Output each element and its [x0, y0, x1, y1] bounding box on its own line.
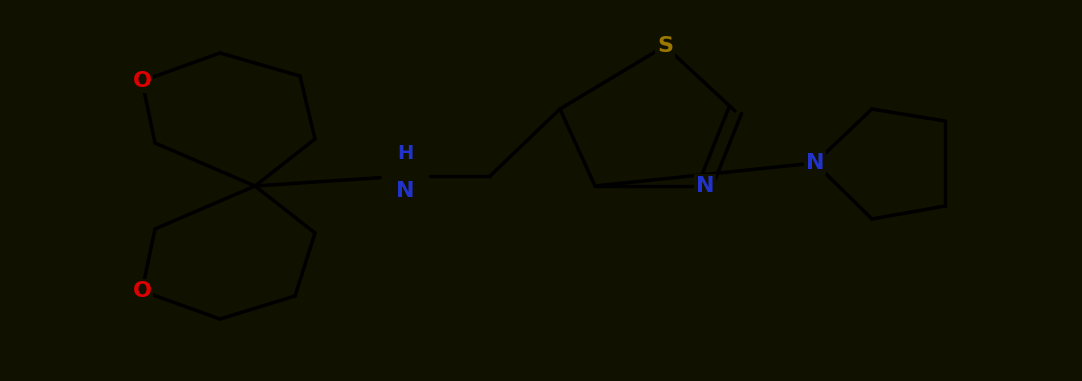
- Text: H: H: [397, 144, 413, 163]
- Text: O: O: [132, 71, 151, 91]
- Text: N: N: [396, 181, 414, 201]
- Text: O: O: [132, 281, 151, 301]
- Text: N: N: [696, 176, 714, 196]
- Text: S: S: [657, 36, 673, 56]
- Text: N: N: [806, 153, 824, 173]
